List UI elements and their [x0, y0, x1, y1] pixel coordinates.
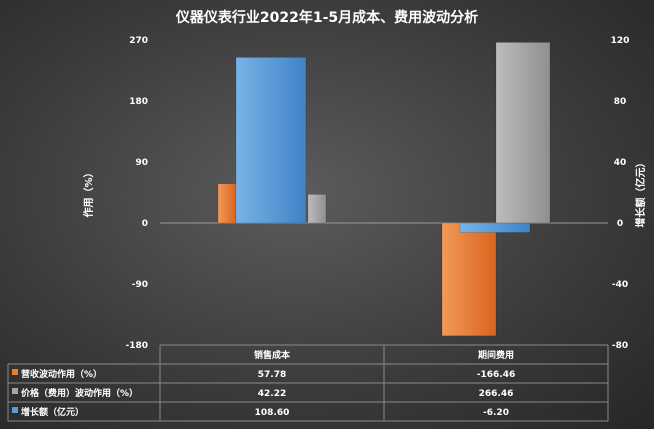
- y-tick-right: 80: [614, 97, 627, 107]
- y-axis-label-right: 增长额（亿元）: [634, 158, 647, 228]
- y-tick-right: -40: [612, 280, 628, 290]
- left-axis: -180 -90 0 90 180 270: [125, 36, 148, 351]
- y-tick-right: 40: [614, 158, 627, 168]
- table-cell: 57.78: [258, 370, 286, 380]
- legend-swatch: [12, 369, 18, 375]
- y-tick-right: 120: [611, 36, 630, 46]
- y-tick-right: -80: [612, 341, 628, 351]
- bar-2-0: [307, 194, 327, 224]
- bar-0-1: [441, 222, 497, 337]
- table-cell: -166.46: [477, 370, 515, 380]
- legend-entry: 增长额（亿元）: [21, 406, 84, 418]
- legend-swatch: [12, 388, 18, 394]
- y-tick-left: 90: [135, 158, 148, 168]
- table-cell: 108.60: [255, 408, 290, 418]
- bars: [217, 42, 551, 337]
- bar-1-0: [235, 57, 307, 224]
- y-tick-left: 270: [129, 36, 148, 46]
- y-tick-left: 0: [142, 219, 148, 229]
- y-tick-left: -90: [132, 280, 148, 290]
- table-category: 期间费用: [478, 349, 514, 361]
- table-cell: -6.20: [483, 408, 509, 418]
- legend-entry: 价格（费用）波动作用（%）: [21, 387, 138, 399]
- y-axis-label-left: 作用（%）: [82, 167, 95, 217]
- bar-1-1: [459, 222, 531, 233]
- bar-0-0: [217, 183, 237, 224]
- chart-title: 仪器仪表行业2022年1-5月成本、费用波动分析: [175, 9, 478, 26]
- y-tick-left: -180: [125, 341, 148, 351]
- table-cell: 266.46: [479, 389, 514, 399]
- legend-entry: 营收波动作用（%）: [21, 368, 102, 380]
- y-tick-left: 180: [129, 97, 148, 107]
- bar-2-1: [495, 42, 551, 224]
- right-axis: -80 -40 0 40 80 120: [611, 36, 630, 351]
- table-cell: 42.22: [258, 389, 286, 399]
- table-category: 销售成本: [254, 349, 291, 361]
- y-tick-right: 0: [617, 219, 623, 229]
- legend-swatch: [12, 407, 18, 413]
